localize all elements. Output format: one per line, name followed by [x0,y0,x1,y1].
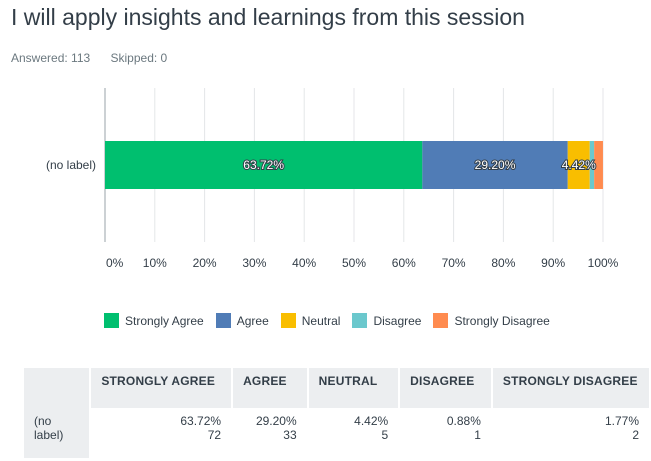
x-tick-label: 20% [193,256,217,270]
legend-item-agree: Agree [215,313,269,328]
bar-strongly-agree [105,141,423,189]
x-tick-label: 90% [541,256,565,270]
cell-percent: 0.88% [446,414,481,428]
table-header-strongly-disagree: STRONGLY DISAGREE [491,368,651,408]
legend-label: Strongly Disagree [454,313,550,328]
skipped-count: Skipped: 0 [110,51,168,65]
table-cell: 1.77% 2 [491,408,651,458]
legend-swatch [433,313,449,328]
table-header-empty [24,368,92,408]
x-tick-label: 80% [491,256,515,270]
cell-percent: 29.20% [255,414,297,428]
legend-label: Strongly Agree [125,313,204,328]
x-tick-label: 30% [242,256,266,270]
table-header-row: STRONGLY AGREE AGREE NEUTRAL DISAGREE ST… [24,368,651,408]
table-header-strongly-agree: STRONGLY AGREE [90,368,234,408]
page-title: I will apply insights and learnings from… [11,4,525,30]
x-tick-label: 60% [392,256,416,270]
chart-legend: Strongly Agree Agree Neutral Disagree St… [104,313,562,328]
legend-label: Agree [236,313,269,328]
x-tick-label: 0% [106,256,124,270]
x-tick-label: 10% [143,256,167,270]
legend-item-strongly-agree: Strongly Agree [104,313,204,328]
table-header-neutral: NEUTRAL [307,368,401,408]
table-cell: 63.72% 72 [90,408,234,458]
data-label: 29.20% [475,158,516,172]
x-tick-label: 50% [342,256,366,270]
data-label: 63.72% [243,158,284,172]
legend-swatch [104,313,119,328]
results-table: STRONGLY AGREE AGREE NEUTRAL DISAGREE ST… [24,368,651,458]
table-row: (no label) 63.72% 72 29.20% 33 4.42% 5 0.88… [24,408,651,458]
bar-agree [422,141,568,189]
cell-count: 33 [283,428,297,442]
legend-label: Neutral [301,313,341,328]
cell-count: 1 [474,428,481,442]
legend-swatch [280,313,296,328]
legend-item-strongly-disagree: Strongly Disagree [433,313,550,328]
table-row-label: (no label) [24,408,92,458]
legend-swatch [352,313,368,328]
legend-swatch [215,313,231,328]
legend-item-neutral: Neutral [280,313,341,328]
x-tick-label: 100% [588,256,619,270]
bar-strongly-disagree [594,141,603,189]
table-cell: 29.20% 33 [232,408,309,458]
legend-label: Disagree [373,313,422,328]
table-header-disagree: DISAGREE [399,368,493,408]
cell-count: 2 [632,428,639,442]
x-tick-label: 70% [442,256,466,270]
cell-percent: 4.42% [354,414,389,428]
bar-disagree [589,141,595,189]
data-label: 4.42% [562,158,596,172]
response-stats: Answered: 113 Skipped: 0 [11,51,184,65]
bar-neutral [567,141,590,189]
x-tick-label: 40% [292,256,316,270]
cell-count: 5 [381,428,389,442]
table-cell: 4.42% 5 [307,408,401,458]
stacked-bar-chart: 0% 10% 20% 30% 40% 50% 60% 70% 80% 90% 100% (no lab… [46,88,619,270]
table-header-agree: AGREE [232,368,309,408]
cell-percent: 1.77% [604,414,639,428]
answered-count: Answered: 113 [11,51,91,65]
table-cell: 0.88% 1 [399,408,493,458]
cell-count: 72 [207,428,222,442]
cell-percent: 63.72% [180,414,222,428]
category-label: (no label) [46,158,96,172]
legend-item-disagree: Disagree [352,313,421,328]
